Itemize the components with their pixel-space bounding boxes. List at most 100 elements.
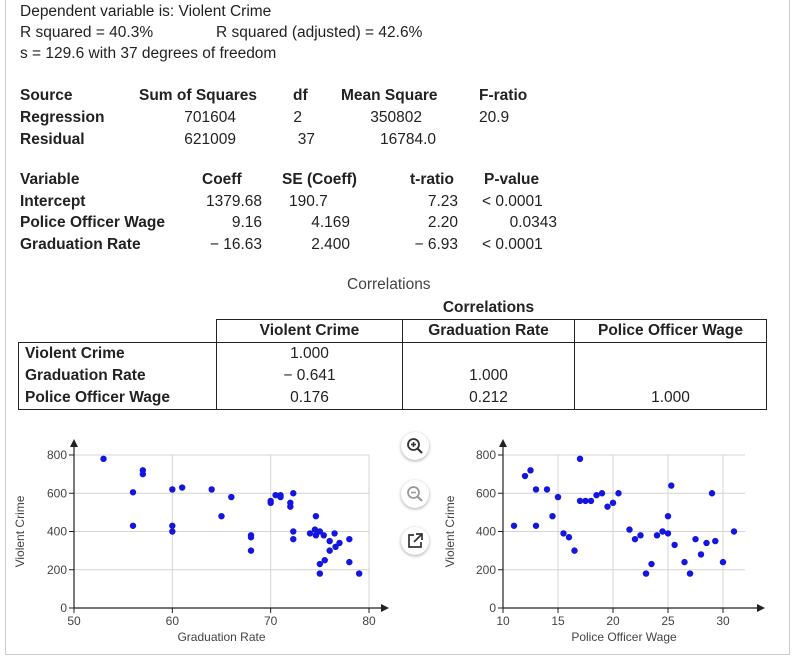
data-point xyxy=(664,530,672,537)
data-point xyxy=(316,528,324,535)
data-point xyxy=(565,534,573,541)
coef-row-label: Intercept xyxy=(20,193,86,210)
y-tick-label: 200 xyxy=(476,563,496,577)
anova-ss: 621009 xyxy=(184,131,236,148)
data-point xyxy=(521,472,529,480)
data-point xyxy=(321,556,328,564)
corr-col-header: Police Officer Wage xyxy=(574,319,767,343)
data-point xyxy=(510,522,518,529)
dependent-variable-line: Dependent variable is: Violent Crime xyxy=(20,3,272,20)
corr-row-label: Graduation Rate xyxy=(18,365,217,387)
corr-row-label: Police Officer Wage xyxy=(18,387,217,410)
zoom-in-icon[interactable] xyxy=(401,432,429,460)
data-point xyxy=(316,560,324,568)
corr-row-label: Violent Crime xyxy=(18,342,217,365)
coef-header-p: P-value xyxy=(484,171,540,188)
anova-header-df: df xyxy=(293,87,308,104)
corr-col-header: Violent Crime xyxy=(216,319,403,343)
data-point xyxy=(346,558,353,566)
data-point xyxy=(712,537,719,545)
corr-col-header: Graduation Rate xyxy=(402,319,575,343)
coef-row-label: Graduation Rate xyxy=(20,236,141,253)
x-tick-label: 10 xyxy=(496,614,510,628)
coef-se: 2.400 xyxy=(311,236,350,253)
y-tick-label: 600 xyxy=(476,486,496,500)
corr-cell: 1.000 xyxy=(402,365,575,387)
scatter-graduation-rate: 0 200 400 600 800 50 60 70 80 Graduation Rate Viol… xyxy=(13,439,389,644)
zoom-out-icon[interactable] xyxy=(401,480,429,508)
y-axis-label: Violent Crime xyxy=(443,495,457,567)
data-point xyxy=(208,486,215,493)
y-axis-label: Violent Crime xyxy=(13,495,27,567)
y-tick-label: 200 xyxy=(47,563,67,577)
coef-header-t: t-ratio xyxy=(410,171,454,188)
s-line: s = 129.6 with 37 degrees of freedom xyxy=(20,45,277,62)
data-point xyxy=(346,535,353,543)
coef-se: 4.169 xyxy=(311,214,350,231)
data-point xyxy=(169,522,176,529)
data-point xyxy=(692,535,699,543)
data-point xyxy=(169,528,176,535)
corr-cell: 0.176 xyxy=(216,387,403,410)
data-point xyxy=(320,532,327,539)
anova-header-f: F-ratio xyxy=(479,87,528,104)
data-point xyxy=(527,467,534,474)
r-squared-adjusted: R squared (adjusted) = 42.6% xyxy=(216,24,423,41)
correlations-title: Correlations xyxy=(442,299,535,316)
coef-value: 9.16 xyxy=(231,214,262,231)
data-point xyxy=(681,558,688,566)
x-tick-label: 20 xyxy=(606,614,620,628)
data-point xyxy=(100,455,107,463)
anova-df: 2 xyxy=(293,109,302,126)
data-point xyxy=(543,486,551,493)
x-tick-label: 50 xyxy=(67,614,81,628)
data-point xyxy=(554,493,562,501)
data-point xyxy=(169,486,176,493)
data-point xyxy=(332,543,339,550)
y-tick-label: 800 xyxy=(476,448,496,462)
external-link-icon[interactable] xyxy=(401,527,429,555)
data-point xyxy=(626,526,633,533)
corr-cell: 0.212 xyxy=(402,387,575,410)
corr-cell xyxy=(402,342,575,365)
data-point xyxy=(287,503,294,510)
data-point xyxy=(336,539,343,547)
data-point xyxy=(576,455,584,463)
coef-p: 0.0343 xyxy=(509,214,557,231)
data-point xyxy=(306,530,314,537)
data-point xyxy=(615,490,622,497)
y-tick-label: 800 xyxy=(47,448,67,462)
x-tick-label: 30 xyxy=(716,614,730,628)
coef-header-coeff: Coeff xyxy=(202,171,242,188)
corr-cell xyxy=(574,365,767,387)
data-point xyxy=(571,547,578,554)
data-point xyxy=(290,528,297,535)
data-point xyxy=(587,497,595,505)
anova-row-label: Regression xyxy=(20,109,105,126)
data-point xyxy=(659,528,666,535)
correlations-caption: Correlations xyxy=(347,276,431,293)
data-point xyxy=(532,486,540,493)
coef-t: 7.23 xyxy=(427,193,458,210)
data-point xyxy=(576,497,584,505)
data-point xyxy=(604,503,611,510)
y-tick-label: 0 xyxy=(489,601,496,615)
data-point xyxy=(668,482,675,489)
data-point xyxy=(326,537,333,545)
data-point xyxy=(582,497,589,505)
x-axis-label: Graduation Rate xyxy=(177,630,265,644)
data-point xyxy=(703,539,710,547)
data-point xyxy=(272,491,279,499)
anova-ms: 16784.0 xyxy=(379,131,436,148)
data-point xyxy=(267,499,274,507)
corr-cell: − 0.641 xyxy=(216,365,403,387)
x-tick-label: 15 xyxy=(551,614,565,628)
x-axis-arrow xyxy=(757,604,765,612)
corr-cell: 1.000 xyxy=(216,342,403,365)
coef-value: 1379.68 xyxy=(205,193,262,210)
r-squared: R squared = 40.3% xyxy=(20,24,154,41)
data-point xyxy=(609,499,617,507)
data-point xyxy=(593,491,600,499)
data-point xyxy=(560,530,567,537)
data-point xyxy=(664,513,672,520)
